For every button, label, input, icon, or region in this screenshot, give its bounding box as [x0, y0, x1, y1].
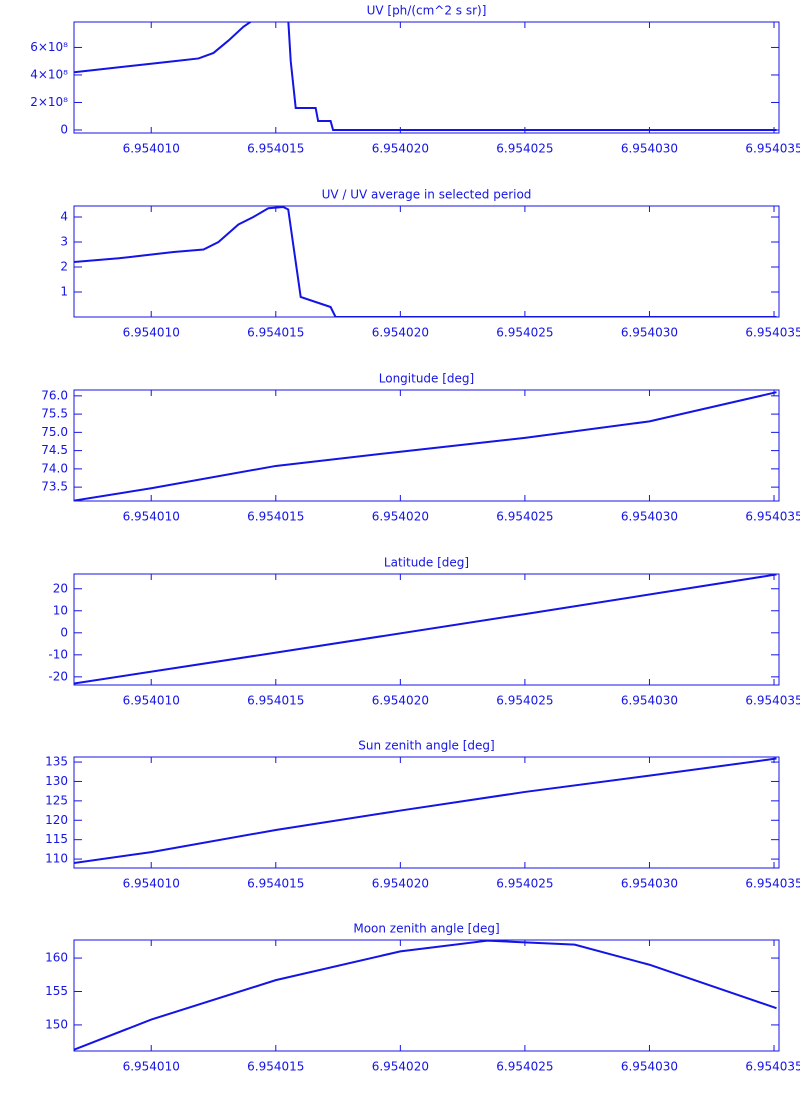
- x-tick-label: 6.954015: [247, 510, 304, 524]
- x-tick-label: 6.954035: [745, 326, 800, 340]
- y-tick-label: -20: [48, 669, 68, 683]
- y-tick-label: 125: [45, 793, 68, 807]
- y-tick-label: -10: [48, 647, 68, 661]
- y-tick-label: 2: [60, 260, 68, 274]
- y-tick-label: 4×10⁸: [30, 67, 68, 81]
- y-tick-label: 110: [45, 852, 68, 866]
- x-tick-label: 6.954035: [745, 877, 800, 891]
- x-tick-label: 6.954030: [621, 1060, 678, 1074]
- y-tick-label: 10: [53, 603, 68, 617]
- y-tick-label: 4: [60, 210, 68, 224]
- panel: UV [ph/(cm^2 s sr)] 6.954010 6.954015 6.954…: [30, 4, 800, 156]
- y-tick-label: 0: [60, 625, 68, 639]
- plot-frame: [73, 21, 780, 134]
- panel: Latitude [deg] 6.954010 6.954015 6.954020 6.…: [48, 556, 800, 708]
- x-tick-label: 6.954020: [372, 877, 429, 891]
- plot-frame: [73, 573, 780, 686]
- x-tick-label: 6.954020: [372, 694, 429, 708]
- y-tick-label: 0: [60, 122, 68, 136]
- data-line: [74, 757, 777, 864]
- y-tick-label: 75.0: [41, 425, 68, 439]
- y-tick-label: 74.5: [41, 443, 68, 457]
- x-tick-label: 6.954010: [123, 510, 180, 524]
- x-tick-label: 6.954025: [496, 877, 553, 891]
- x-tick-label: 6.954030: [621, 694, 678, 708]
- x-tick-label: 6.954025: [496, 510, 553, 524]
- panel: Moon zenith angle [deg] 6.954010 6.954015 6…: [45, 922, 800, 1074]
- y-tick-label: 3: [60, 235, 68, 249]
- plot-frame: [73, 389, 780, 502]
- y-tick-label: 135: [45, 755, 68, 769]
- x-tick-label: 6.954010: [123, 1060, 180, 1074]
- panel: Longitude [deg] 6.954010 6.954015 6.954020 6…: [41, 372, 800, 524]
- x-tick-label: 6.954020: [372, 326, 429, 340]
- x-tick-label: 6.954025: [496, 142, 553, 156]
- x-tick-label: 6.954010: [123, 694, 180, 708]
- x-tick-label: 6.954025: [496, 326, 553, 340]
- y-tick-label: 130: [45, 774, 68, 788]
- x-tick-label: 6.954030: [621, 326, 678, 340]
- x-tick-label: 6.954015: [247, 877, 304, 891]
- y-tick-label: 75.5: [41, 407, 68, 421]
- y-tick-label: 74.0: [41, 461, 68, 475]
- plot-frame: [73, 756, 780, 869]
- data-line: [74, 22, 777, 131]
- y-tick-label: 150: [45, 1017, 68, 1031]
- plot-frame: [73, 205, 780, 318]
- x-tick-label: 6.954025: [496, 1060, 553, 1074]
- y-tick-label: 6×10⁸: [30, 40, 68, 54]
- x-tick-label: 6.954015: [247, 142, 304, 156]
- x-tick-label: 6.954010: [123, 142, 180, 156]
- y-tick-label: 120: [45, 813, 68, 827]
- data-line: [74, 574, 777, 685]
- plot-frame: [73, 939, 780, 1052]
- x-tick-label: 6.954010: [123, 326, 180, 340]
- y-tick-label: 115: [45, 832, 68, 846]
- x-tick-label: 6.954015: [247, 694, 304, 708]
- panel: Sun zenith angle [deg] 6.954010 6.954015 6.…: [45, 739, 800, 891]
- data-line: [74, 940, 777, 1051]
- x-tick-label: 6.954020: [372, 1060, 429, 1074]
- x-tick-label: 6.954020: [372, 510, 429, 524]
- panel-title: UV / UV average in selected period: [322, 188, 532, 202]
- panel-title: Sun zenith angle [deg]: [358, 739, 494, 753]
- data-line: [74, 206, 777, 317]
- y-tick-label: 155: [45, 984, 68, 998]
- data-line: [74, 391, 777, 501]
- x-tick-label: 6.954035: [745, 142, 800, 156]
- x-tick-label: 6.954020: [372, 142, 429, 156]
- y-tick-label: 20: [53, 581, 68, 595]
- panel-title: Moon zenith angle [deg]: [353, 922, 499, 936]
- panel-title: UV [ph/(cm^2 s sr)]: [367, 4, 487, 18]
- x-tick-label: 6.954035: [745, 510, 800, 524]
- x-tick-label: 6.954025: [496, 694, 553, 708]
- y-tick-label: 2×10⁸: [30, 95, 68, 109]
- x-tick-label: 6.954030: [621, 142, 678, 156]
- x-tick-label: 6.954010: [123, 877, 180, 891]
- x-tick-label: 6.954030: [621, 510, 678, 524]
- x-tick-label: 6.954035: [745, 694, 800, 708]
- x-tick-label: 6.954015: [247, 1060, 304, 1074]
- y-tick-label: 73.5: [41, 480, 68, 494]
- panel-title: Latitude [deg]: [384, 556, 469, 570]
- y-tick-label: 1: [60, 285, 68, 299]
- panel: UV / UV average in selected period 6.9540…: [60, 188, 800, 340]
- x-tick-label: 6.954030: [621, 877, 678, 891]
- y-tick-label: 160: [45, 951, 68, 965]
- x-tick-label: 6.954015: [247, 326, 304, 340]
- y-tick-label: 76.0: [41, 388, 68, 402]
- panel-title: Longitude [deg]: [379, 372, 474, 386]
- x-tick-label: 6.954035: [745, 1060, 800, 1074]
